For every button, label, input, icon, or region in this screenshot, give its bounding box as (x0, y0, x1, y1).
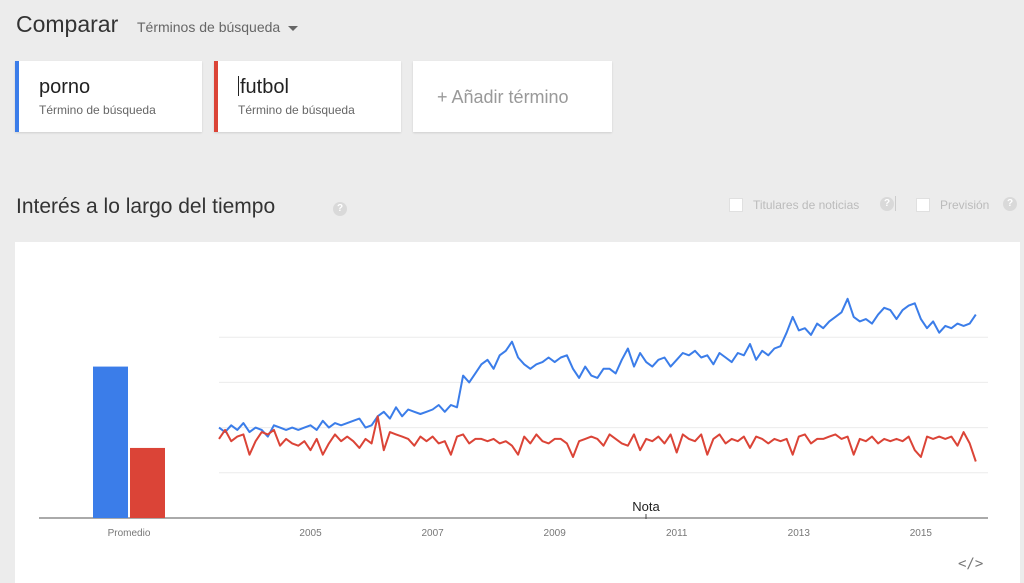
page-title: Comparar (16, 11, 119, 37)
term-name: futbol (240, 76, 289, 98)
chart-grid (39, 336, 988, 519)
chart-lines (218, 297, 977, 462)
embed-code-icon[interactable]: </> (958, 556, 984, 572)
term-subtitle: Término de búsqueda (238, 103, 355, 117)
news-headlines-checkbox[interactable] (729, 198, 743, 212)
text-cursor (238, 76, 239, 96)
forecast-option[interactable]: Previsión (916, 198, 989, 212)
average-bar-futbol[interactable] (130, 447, 165, 518)
series-line-futbol[interactable] (218, 415, 977, 462)
caret-down-icon (288, 25, 299, 31)
news-headlines-label: Titulares de noticias (753, 198, 860, 212)
x-tick-label: 2011 (666, 528, 688, 539)
term-name-input[interactable]: futbol (238, 76, 401, 98)
x-tick-label: 2015 (910, 528, 933, 539)
dropdown-label: Términos de búsqueda (137, 19, 281, 35)
section-title: Interés a lo largo del tiempo (16, 195, 276, 218)
forecast-checkbox[interactable] (916, 198, 930, 212)
term-color-bar (214, 61, 218, 132)
add-term-button[interactable]: + Añadir término (413, 61, 612, 132)
average-bar-porno[interactable] (93, 366, 128, 518)
forecast-help-icon[interactable]: ? (1003, 197, 1017, 211)
search-terms-dropdown[interactable]: Términos de búsqueda (137, 19, 299, 35)
interest-over-time-chart: 2005 2007 2009 2011 2013 2015 Promedio Nota (15, 242, 1020, 583)
term-color-bar (15, 61, 19, 132)
news-headlines-option[interactable]: Titulares de noticias (729, 198, 859, 212)
divider (895, 196, 896, 211)
average-label: Promedio (108, 528, 151, 539)
x-tick-label: 2009 (544, 528, 567, 539)
series-line-porno[interactable] (218, 297, 977, 438)
note-annotation[interactable]: Nota (632, 499, 660, 514)
news-help-icon[interactable]: ? (880, 197, 894, 211)
x-tick-label: 2013 (788, 528, 811, 539)
x-tick-label: 2007 (421, 528, 444, 539)
term-card-porno[interactable]: porno Término de búsqueda (15, 61, 202, 132)
term-subtitle: Término de búsqueda (39, 103, 156, 117)
help-icon[interactable]: ? (333, 202, 347, 216)
x-axis-ticks: 2005 2007 2009 2011 2013 2015 (299, 528, 932, 539)
average-bars (93, 366, 165, 518)
term-card-futbol[interactable]: futbol Término de búsqueda (214, 61, 401, 132)
forecast-label: Previsión (940, 198, 990, 212)
chart-svg: 2005 2007 2009 2011 2013 2015 Promedio Nota (39, 297, 988, 539)
term-name[interactable]: porno (39, 76, 91, 98)
x-tick-label: 2005 (299, 528, 322, 539)
